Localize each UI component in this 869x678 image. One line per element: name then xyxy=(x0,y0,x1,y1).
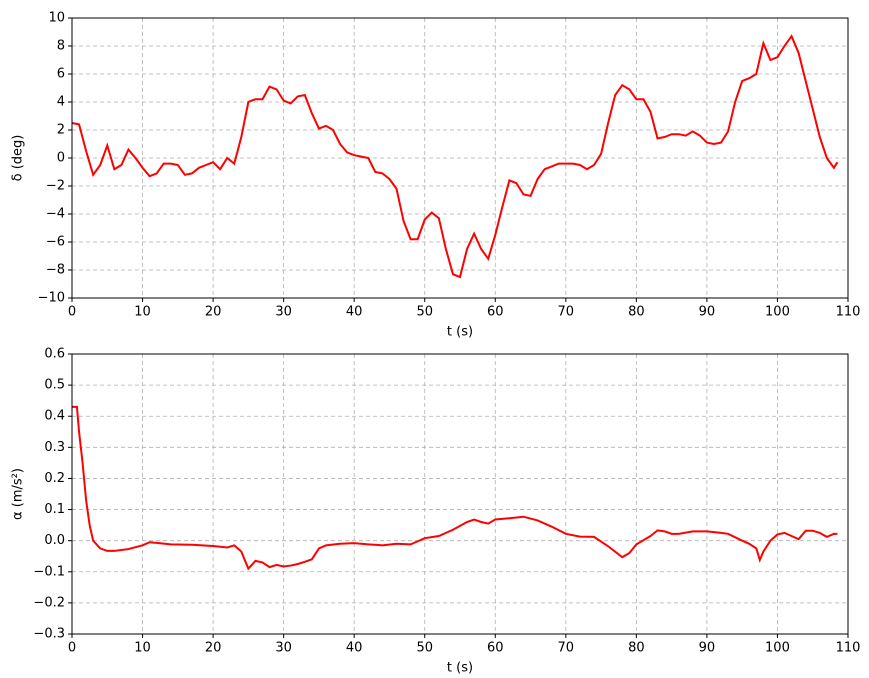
y-tick-label: −0.2 xyxy=(33,595,65,610)
y-tick-label: −2 xyxy=(46,179,65,194)
y-tick-label: 2 xyxy=(57,123,65,138)
x-tick-label: 80 xyxy=(628,641,645,656)
y-tick-label: 0.5 xyxy=(44,378,65,393)
x-tick-label: 0 xyxy=(68,305,76,320)
x-tick-label: 110 xyxy=(836,305,861,320)
y-tick-label: 4 xyxy=(57,95,65,110)
x-tick-label: 60 xyxy=(487,305,504,320)
y-axis-label: δ (deg) xyxy=(11,135,26,182)
x-tick-label: 50 xyxy=(416,305,433,320)
x-tick-label: 50 xyxy=(416,641,433,656)
y-tick-label: 0.2 xyxy=(44,471,65,486)
axes-frame xyxy=(71,17,849,299)
x-tick-label: 10 xyxy=(134,305,151,320)
y-tick-label: 0 xyxy=(57,151,65,166)
x-tick-label: 100 xyxy=(765,305,790,320)
x-tick-label: 110 xyxy=(836,641,861,656)
x-tick-label: 60 xyxy=(487,641,504,656)
x-tick-label: 30 xyxy=(275,305,292,320)
y-tick-label: 0.3 xyxy=(44,440,65,455)
x-tick-label: 100 xyxy=(765,641,790,656)
y-tick-label: −4 xyxy=(46,207,65,222)
y-tick-label: −8 xyxy=(46,263,65,278)
y-tick-label: 8 xyxy=(57,39,65,54)
y-tick-label: −0.1 xyxy=(33,564,65,579)
y-tick-label: 0.0 xyxy=(44,533,65,548)
y-tick-label: −6 xyxy=(46,235,65,250)
y-tick-label: 0.6 xyxy=(44,347,65,362)
x-tick-label: 70 xyxy=(558,305,575,320)
x-tick-label: 40 xyxy=(346,305,363,320)
y-tick-label: 0.4 xyxy=(44,409,65,424)
y-tick-label: 0.1 xyxy=(44,502,65,517)
data-line xyxy=(71,34,839,279)
y-tick-label: −0.3 xyxy=(33,627,65,642)
y-axis-label: α (m/s²) xyxy=(11,468,26,520)
x-tick-label: 0 xyxy=(68,641,76,656)
axes-frame xyxy=(71,353,849,635)
x-tick-label: 40 xyxy=(346,641,363,656)
x-tick-label: 90 xyxy=(699,641,716,656)
y-tick-label: 10 xyxy=(48,11,65,26)
x-tick-label: 90 xyxy=(699,305,716,320)
x-tick-label: 70 xyxy=(558,641,575,656)
x-tick-label: 10 xyxy=(134,641,151,656)
x-tick-label: 30 xyxy=(275,641,292,656)
y-tick-label: 6 xyxy=(57,67,65,82)
x-axis-label: t (s) xyxy=(447,325,473,340)
y-tick-label: −10 xyxy=(38,291,65,306)
x-tick-label: 20 xyxy=(205,305,222,320)
x-tick-label: 80 xyxy=(628,305,645,320)
x-tick-label: 20 xyxy=(205,641,222,656)
x-axis-label: t (s) xyxy=(447,661,473,676)
data-line xyxy=(72,405,838,571)
